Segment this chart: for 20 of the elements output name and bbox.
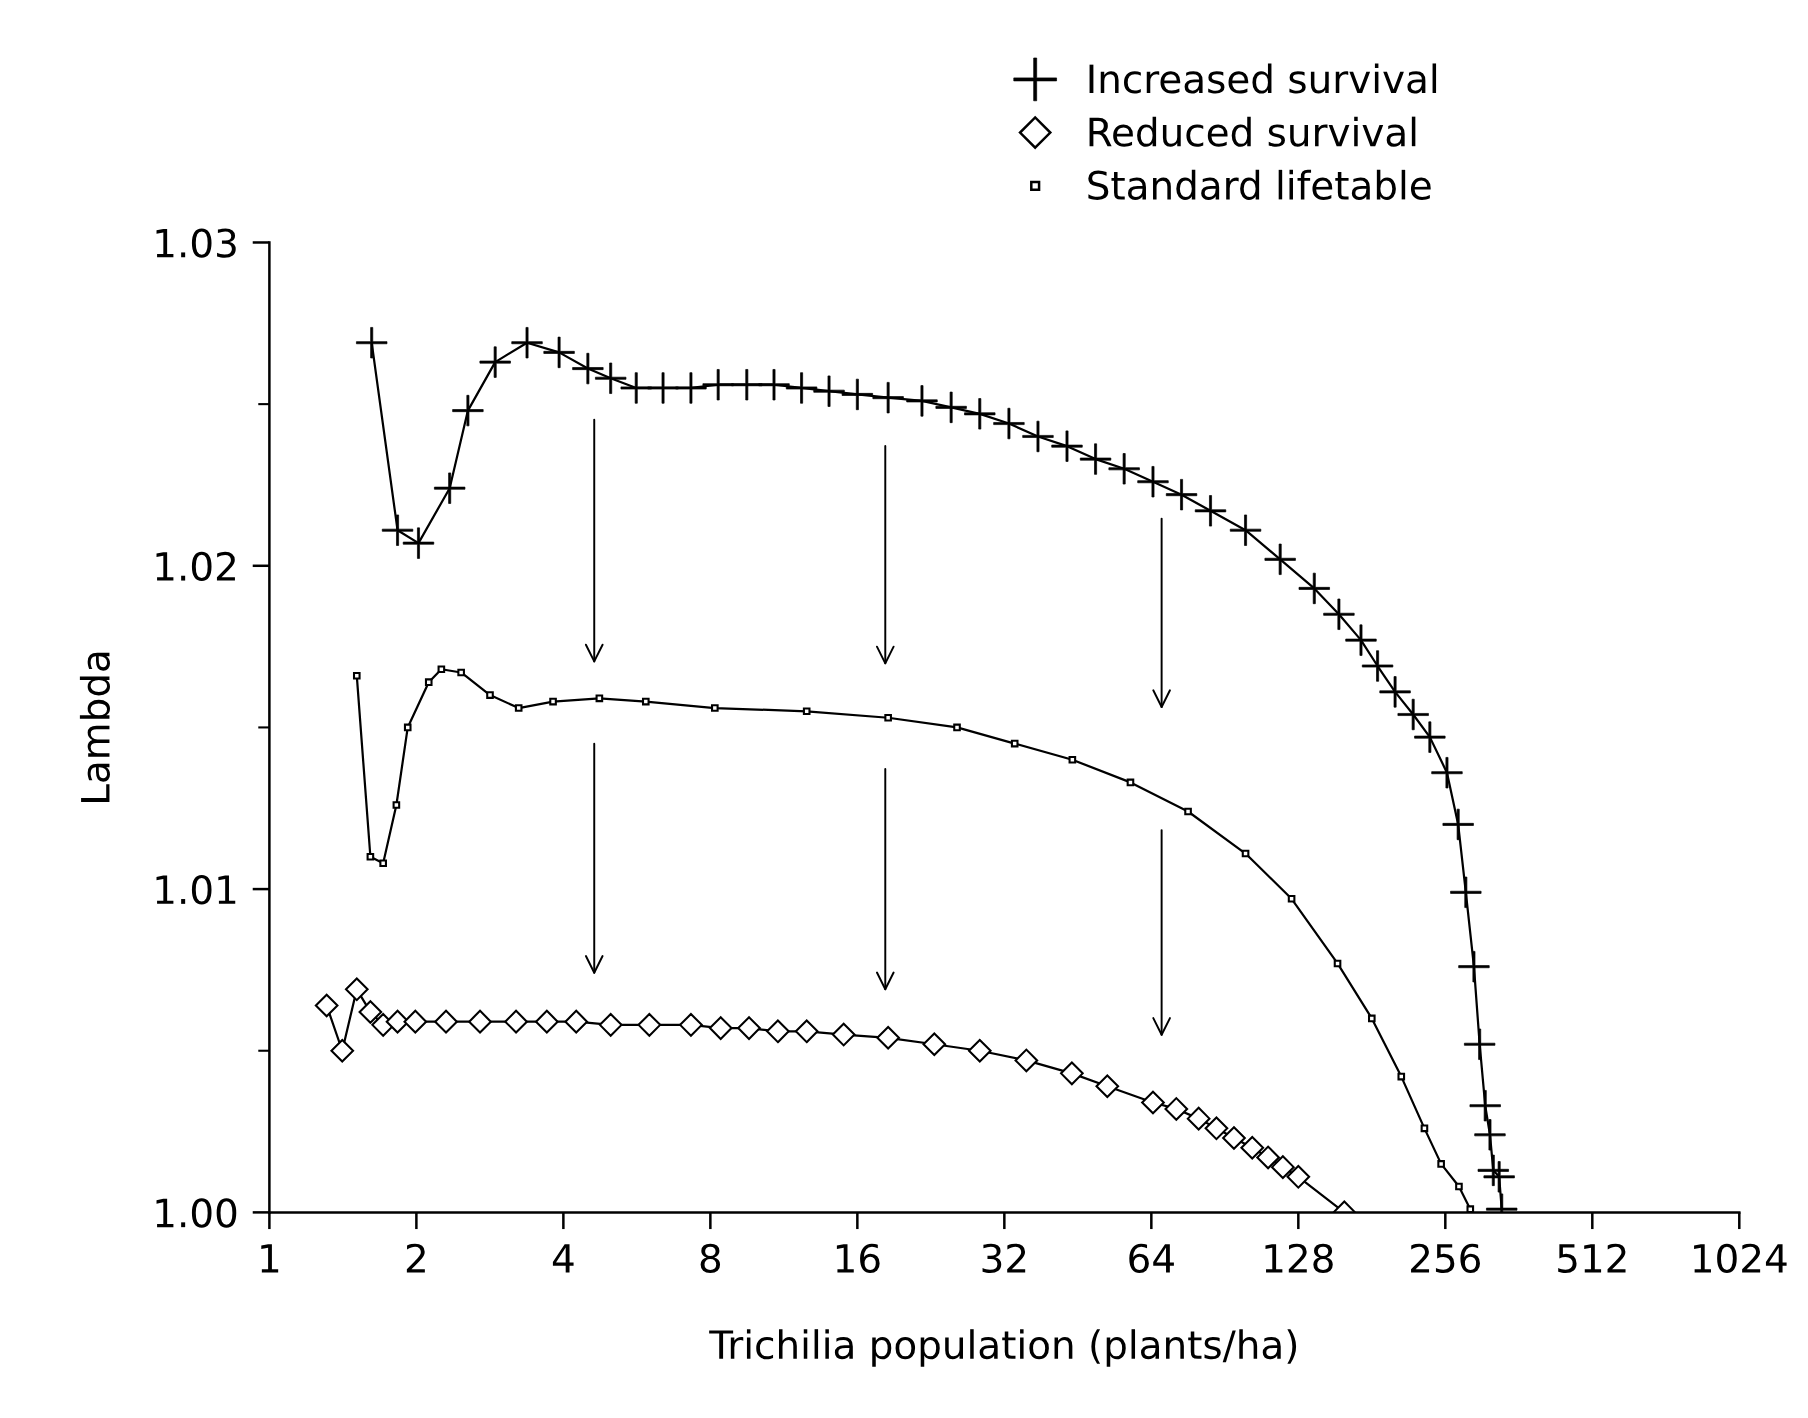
x-tick-label: 512 <box>1558 1243 1626 1274</box>
y-tick-label: 1.03 <box>156 228 236 258</box>
x-tick-label: 2 <box>406 1243 425 1273</box>
y-tick-label: 1.00 <box>156 1198 237 1228</box>
x-tick-label: 64 <box>1129 1243 1174 1274</box>
x-tick-label: 1 <box>261 1244 279 1273</box>
x-tick-label: 32 <box>982 1243 1026 1274</box>
x-tick-label: 4 <box>552 1244 574 1273</box>
y-tick-label: 1.01 <box>156 875 236 905</box>
legend-label: Standard lifetable <box>1088 169 1431 200</box>
legend-label: Reduced survival <box>1089 116 1416 147</box>
y-tick-label: 1.02 <box>156 551 235 582</box>
x-tick-label: 16 <box>836 1243 880 1274</box>
legend-label: Increased survival <box>1089 63 1437 94</box>
x-tick-label: 8 <box>700 1243 721 1274</box>
x-tick-label: 128 <box>1265 1243 1333 1274</box>
x-tick-label: 256 <box>1411 1243 1480 1274</box>
x-tick-label: 1024 <box>1694 1243 1787 1274</box>
y-axis-title: Lambda <box>79 652 110 802</box>
x-axis-title: Trichilia population (plants/ha) <box>709 1329 1297 1367</box>
